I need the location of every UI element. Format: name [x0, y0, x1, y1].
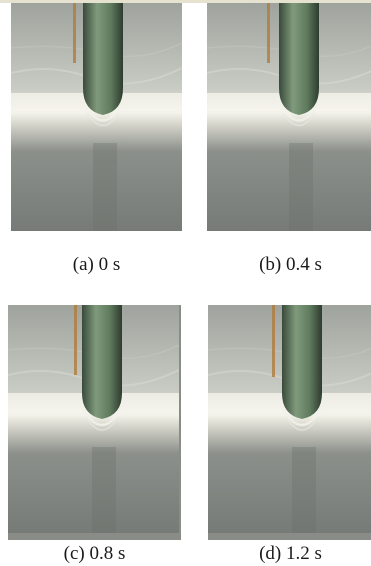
- caption-panel-c: (c) 0.8 s: [63, 543, 126, 564]
- caption-panel-d: (d) 1.2 s: [259, 543, 322, 564]
- water-probe-photo: [8, 305, 179, 533]
- photo-panel-d: [208, 305, 371, 540]
- photo-panel-c: [8, 305, 181, 540]
- photo-panel-a: [11, 3, 182, 231]
- top-edge-strip: [0, 0, 371, 3]
- water-probe-photo: [11, 3, 182, 231]
- photo-panel-b: [207, 3, 371, 231]
- caption-panel-a: (a) 0 s: [72, 254, 121, 275]
- water-probe-photo: [208, 305, 371, 533]
- caption-panel-b: (b) 0.4 s: [259, 254, 322, 275]
- water-probe-photo: [207, 3, 371, 231]
